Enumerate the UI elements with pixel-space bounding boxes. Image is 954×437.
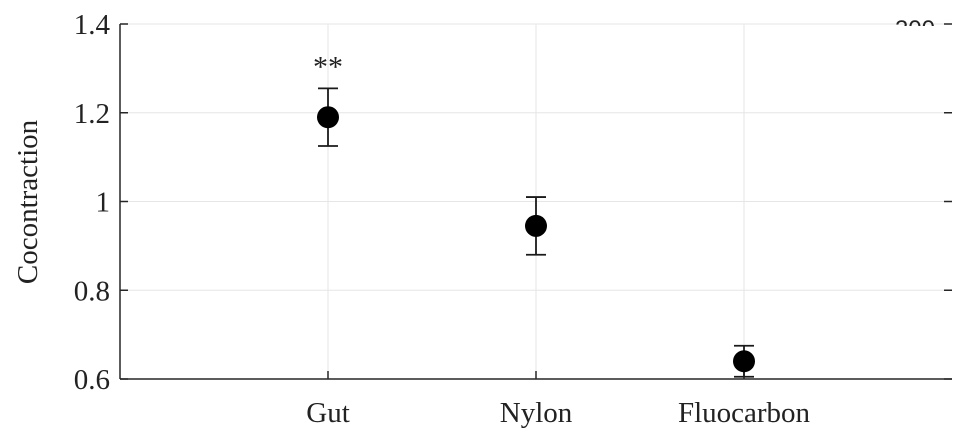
data-point-group <box>317 87 339 147</box>
x-tick-label: Gut <box>306 397 350 429</box>
y-tick-label: 0.6 <box>74 364 110 396</box>
y-tick-label: 1.2 <box>74 98 110 130</box>
y-tick-label: 1 <box>96 187 111 219</box>
x-tick-label: Fluocarbon <box>678 397 811 429</box>
data-point-group <box>733 344 755 378</box>
y-tick-label: 1.4 <box>74 9 111 41</box>
tick-labels: 0.6 0.8 1 1.2 1.4 Gut Nylon Fluocarbon <box>74 9 811 429</box>
x-tick-label: Nylon <box>500 397 573 429</box>
significance-annotation: ** <box>313 50 343 83</box>
data-point <box>525 214 547 237</box>
data-point <box>733 350 755 373</box>
data-point <box>317 106 339 129</box>
data-series: ** <box>313 50 755 378</box>
corner-annotation: 300 <box>895 16 935 43</box>
y-axis-label: Cocontraction <box>12 119 44 284</box>
y-tick-label: 0.8 <box>74 275 110 307</box>
data-point-group <box>525 196 547 256</box>
